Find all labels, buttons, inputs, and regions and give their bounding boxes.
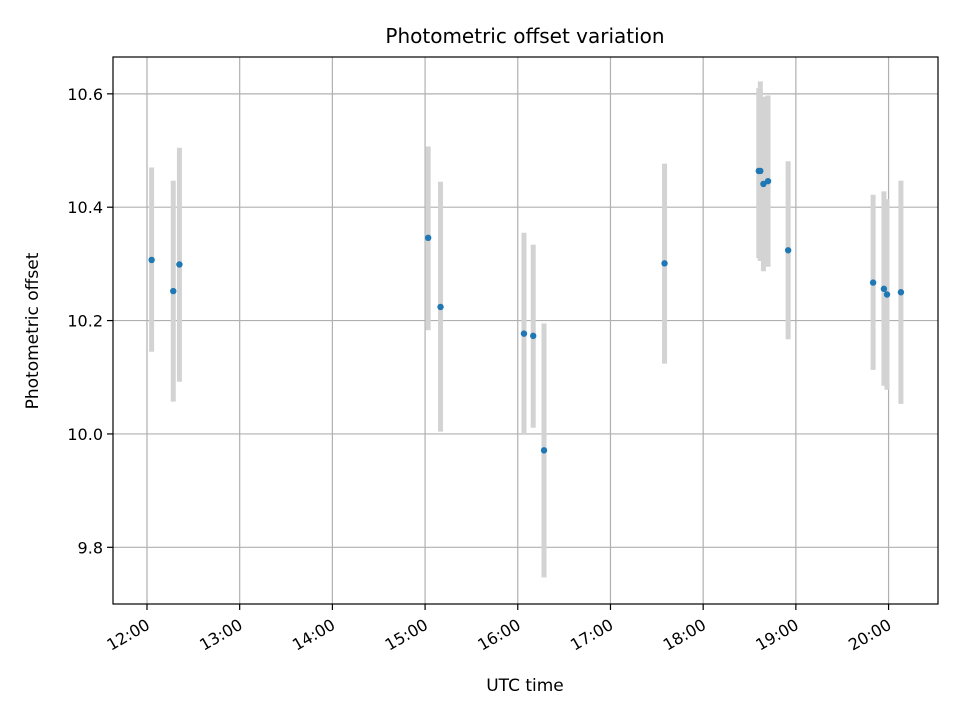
data-point [530,332,537,340]
y-tick-label: 10.6 [67,85,103,104]
data-point [760,180,767,188]
data-point [880,285,888,293]
data-points [148,167,905,454]
x-axis-label: UTC time [486,676,564,696]
data-point [176,261,183,268]
data-point [784,247,792,254]
data-point [764,177,772,185]
data-point [540,447,548,454]
data-point [897,289,905,296]
data-point [661,260,668,267]
data-point [424,234,432,242]
data-point [757,167,764,175]
data-point [170,287,177,295]
y-tick-label: 10.4 [67,198,103,217]
data-point [437,303,444,311]
data-point [148,256,155,264]
y-tick-label: 10.0 [67,425,103,444]
data-point [520,330,528,337]
grid [113,57,938,604]
data-point [883,291,891,298]
data-point [869,279,877,286]
y-tick-label: 9.8 [78,538,103,557]
y-tick-label: 10.2 [67,312,103,331]
y-axis-label: Photometric offset [23,252,43,409]
plot-frame [112,56,939,605]
chart-title: Photometric offset variation [385,24,664,48]
